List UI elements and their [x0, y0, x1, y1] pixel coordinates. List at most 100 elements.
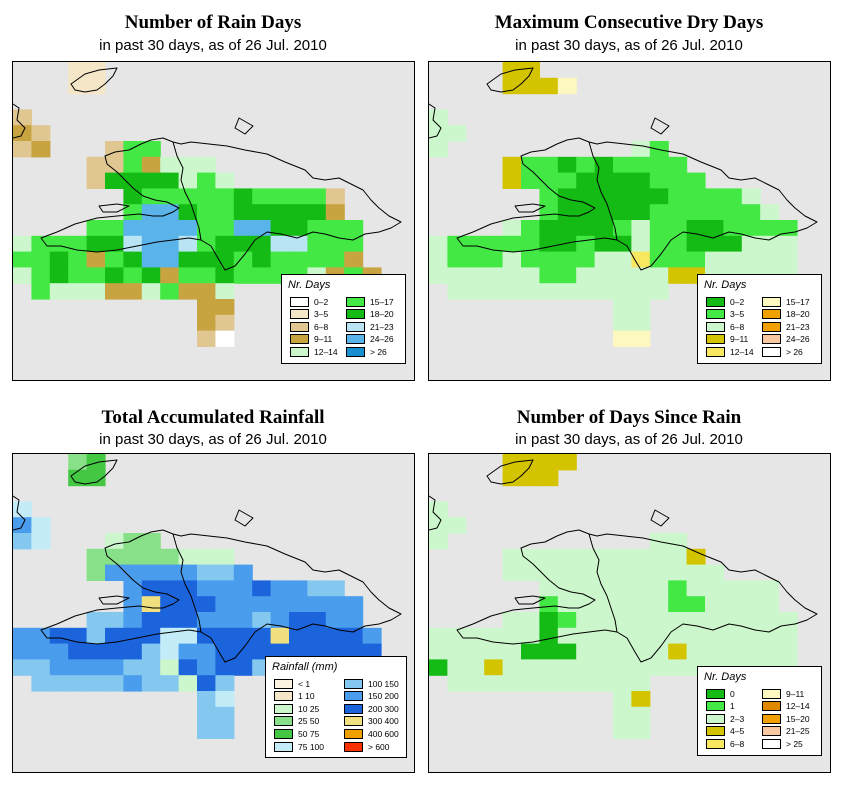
grid-cell [429, 251, 448, 268]
grid-cell [502, 627, 522, 645]
legend-swatch [706, 688, 725, 699]
grid-cell [325, 643, 345, 660]
grid-cell [668, 564, 688, 581]
legend-label: 12–14 [730, 346, 754, 357]
grid-cell [631, 643, 651, 660]
grid-cell [668, 220, 688, 237]
legend-label: 6–8 [314, 321, 329, 332]
grid-cell [68, 659, 88, 676]
grid-cell [521, 454, 540, 471]
grid-cell [86, 548, 106, 566]
grid-cell [557, 235, 577, 253]
coastline [456, 137, 818, 271]
grid-cell [141, 283, 161, 300]
legend-swatch [274, 691, 293, 702]
grid-cell [344, 627, 364, 645]
grid-cell [49, 627, 69, 645]
grid-cell [539, 251, 559, 268]
legend-label: 0–2 [314, 296, 329, 307]
legend-label: > 25 [786, 738, 803, 749]
legend-label: 9–11 [314, 334, 333, 345]
grid-cell [160, 659, 180, 676]
grid-cell [502, 156, 522, 174]
grid-cell [594, 156, 614, 174]
grid-cell [649, 596, 669, 613]
grid-cell [123, 564, 143, 581]
grid-cell [539, 188, 559, 205]
grid-cell [160, 564, 180, 581]
grid-cell [197, 299, 216, 316]
grid-cell [576, 235, 596, 253]
grid-cell [613, 612, 632, 629]
country-border [588, 141, 618, 241]
grid-cell [521, 564, 540, 581]
legend-label: 21–25 [786, 726, 810, 737]
coastline [234, 117, 254, 135]
legend-swatch [706, 296, 725, 307]
grid-cell [270, 235, 290, 253]
grid-cell [778, 643, 798, 660]
grid-cell [447, 267, 467, 284]
legend-label: 400 600 [368, 728, 399, 739]
grid-cell [760, 204, 780, 221]
legend-label: 15–17 [370, 296, 394, 307]
grid-cell [502, 659, 522, 676]
grid-cell [723, 188, 743, 205]
grid-cell [521, 548, 540, 566]
grid-cell [49, 659, 69, 676]
grid-cell [502, 77, 522, 95]
grid-cell [649, 188, 669, 205]
grid-cell [668, 156, 688, 174]
grid-cell [86, 172, 106, 189]
grid-cell [557, 204, 577, 221]
grid-cell [447, 675, 467, 692]
grid-cell [215, 330, 235, 347]
legend-item: 21–25 [762, 726, 810, 737]
grid-cell [160, 235, 180, 253]
legend-item: > 26 [762, 346, 803, 357]
legend-days-since-rain: Nr. Days 0 1 2–3 4–5 6–8 9–11 12–14 15–20 21–25 >… [697, 666, 822, 756]
grid-cell [252, 220, 272, 237]
grid-cell [649, 548, 669, 566]
grid-cell [31, 659, 51, 676]
legend-swatch [344, 716, 363, 727]
grid-cell [215, 706, 235, 724]
legend-item: 10 25 [274, 703, 319, 714]
legend-item: > 600 [344, 741, 390, 752]
legend-label: 100 150 [368, 678, 399, 689]
grid-cell [613, 156, 632, 174]
grid-cell [631, 299, 651, 316]
grid-cell [160, 204, 180, 221]
grid-cell [705, 627, 724, 645]
grid-cell [68, 235, 88, 253]
grid-cell [86, 469, 106, 487]
grid-cell [123, 283, 143, 300]
grid-cell [160, 675, 180, 692]
panel-days-since-rain: Number of Days Since Rain in past 30 day… [416, 395, 842, 790]
grid-cell [557, 156, 577, 174]
grid-cell [649, 564, 669, 581]
grid-cell [86, 627, 106, 645]
grid-cell [557, 548, 577, 566]
grid-cell [539, 596, 559, 613]
grid-cell [215, 596, 235, 613]
grid-cell [215, 691, 235, 708]
grid-cell [557, 77, 577, 95]
grid-cell [197, 643, 216, 660]
legend-label: 18–20 [370, 309, 394, 320]
grid-cell [141, 675, 161, 692]
grid-cell [178, 204, 198, 221]
grid-cell [362, 627, 382, 645]
grid-cell [686, 548, 706, 566]
grid-cell [215, 627, 235, 645]
grid-cell [594, 675, 614, 692]
grid-cell [270, 643, 290, 660]
grid-cell [521, 220, 540, 237]
grid-cell [178, 612, 198, 629]
grid-cell [160, 596, 180, 613]
grid-cell [613, 204, 632, 221]
grid-cell [741, 596, 761, 613]
grid-cell [429, 141, 448, 158]
grid-cell [197, 283, 216, 300]
legend-label: 24–26 [370, 334, 394, 345]
